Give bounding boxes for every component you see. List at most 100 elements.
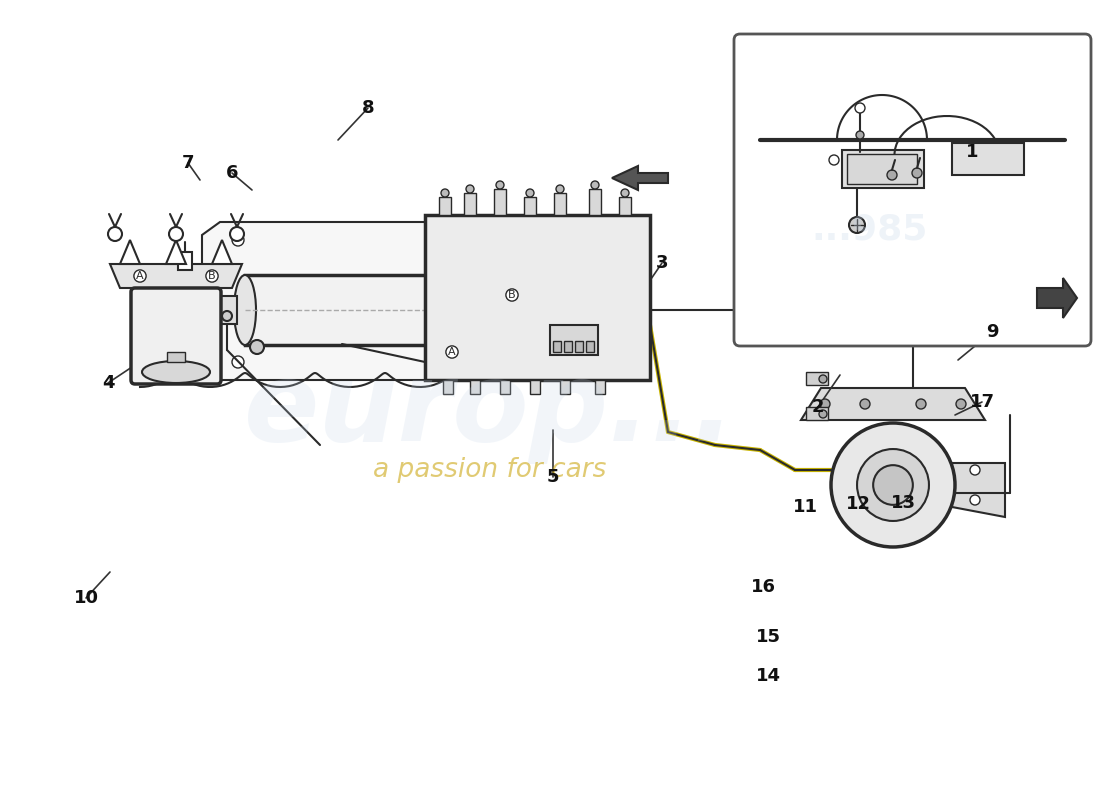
Circle shape: [912, 168, 922, 178]
Bar: [530, 380, 540, 394]
Bar: [553, 341, 561, 352]
Text: 11: 11: [792, 498, 817, 516]
Polygon shape: [801, 388, 984, 420]
Bar: [619, 197, 631, 215]
Bar: [470, 380, 480, 394]
Circle shape: [441, 189, 449, 197]
Circle shape: [970, 495, 980, 505]
Text: 2: 2: [812, 398, 824, 416]
Circle shape: [526, 189, 534, 197]
Text: A: A: [448, 347, 455, 357]
Text: 17: 17: [969, 393, 994, 411]
Circle shape: [232, 356, 244, 368]
Circle shape: [232, 234, 244, 246]
Bar: [459, 356, 475, 362]
Circle shape: [887, 170, 896, 180]
Ellipse shape: [434, 275, 456, 345]
Text: B: B: [208, 271, 216, 281]
Text: 4: 4: [101, 374, 114, 392]
Circle shape: [860, 399, 870, 409]
Circle shape: [916, 399, 926, 409]
Text: 5: 5: [547, 468, 559, 486]
Bar: [842, 150, 924, 188]
Bar: [443, 380, 453, 394]
Text: europ...: europ...: [244, 357, 736, 463]
Circle shape: [506, 356, 518, 368]
Circle shape: [956, 399, 966, 409]
Circle shape: [820, 399, 830, 409]
Circle shape: [621, 189, 629, 197]
Text: 3: 3: [656, 254, 669, 272]
Bar: [564, 341, 572, 352]
Ellipse shape: [142, 361, 210, 383]
Circle shape: [222, 311, 232, 321]
Circle shape: [169, 227, 183, 241]
Polygon shape: [612, 166, 668, 190]
FancyBboxPatch shape: [131, 288, 221, 384]
Bar: [952, 143, 1024, 175]
Circle shape: [856, 131, 864, 139]
Bar: [847, 154, 917, 184]
Text: A: A: [136, 271, 144, 281]
Bar: [550, 325, 598, 355]
Bar: [575, 341, 583, 352]
Bar: [524, 197, 536, 215]
Bar: [595, 380, 605, 394]
Bar: [217, 296, 236, 324]
Bar: [245, 275, 446, 345]
FancyBboxPatch shape: [734, 34, 1091, 346]
Text: 7: 7: [182, 154, 195, 172]
Polygon shape: [166, 240, 186, 264]
Text: a passion for cars: a passion for cars: [373, 457, 607, 483]
Polygon shape: [202, 222, 548, 380]
Bar: [806, 372, 828, 385]
Bar: [806, 407, 828, 420]
Bar: [459, 258, 475, 264]
Bar: [560, 380, 570, 394]
Text: 15: 15: [756, 628, 781, 646]
Polygon shape: [212, 240, 232, 264]
Circle shape: [820, 410, 827, 418]
Polygon shape: [120, 240, 140, 264]
Circle shape: [556, 185, 564, 193]
Text: 9: 9: [986, 323, 999, 341]
Circle shape: [970, 465, 980, 475]
Circle shape: [855, 103, 865, 113]
Bar: [554, 193, 566, 215]
Circle shape: [829, 155, 839, 165]
Text: 16: 16: [750, 578, 776, 596]
Polygon shape: [110, 264, 242, 288]
Circle shape: [857, 449, 929, 521]
Circle shape: [873, 465, 913, 505]
Text: 13: 13: [891, 494, 915, 512]
Bar: [494, 189, 506, 215]
Bar: [588, 189, 601, 215]
Polygon shape: [1037, 278, 1077, 318]
Circle shape: [250, 340, 264, 354]
Bar: [425, 215, 650, 380]
Bar: [178, 252, 192, 270]
Circle shape: [506, 234, 518, 246]
Ellipse shape: [234, 275, 256, 345]
Bar: [500, 380, 510, 394]
Bar: [464, 193, 476, 215]
Circle shape: [591, 181, 600, 189]
Bar: [586, 341, 594, 352]
Text: B: B: [508, 290, 516, 300]
Circle shape: [496, 181, 504, 189]
Text: 12: 12: [846, 495, 870, 513]
Polygon shape: [952, 463, 1005, 517]
Text: 8: 8: [362, 99, 374, 117]
Circle shape: [830, 423, 955, 547]
Text: 14: 14: [756, 667, 781, 685]
Circle shape: [849, 217, 865, 233]
Circle shape: [230, 227, 244, 241]
Bar: [439, 197, 451, 215]
Text: 6: 6: [226, 164, 239, 182]
Text: 1: 1: [966, 143, 978, 161]
Bar: [167, 352, 185, 362]
Circle shape: [820, 375, 827, 383]
Text: 10: 10: [74, 589, 99, 607]
Text: ...985: ...985: [812, 213, 928, 247]
Circle shape: [466, 185, 474, 193]
